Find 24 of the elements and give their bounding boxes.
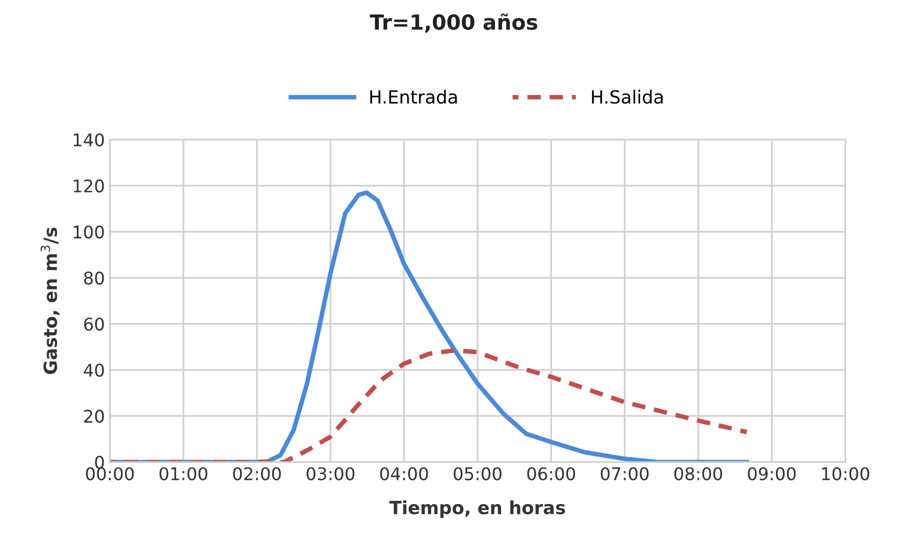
- x-tick-label: 03:00: [306, 467, 354, 480]
- x-tick-label: 08:00: [674, 467, 722, 480]
- y-tick-label: 100: [74, 225, 104, 239]
- x-tick-label: 00:00: [86, 467, 134, 480]
- x-tick-label: 05:00: [454, 467, 502, 480]
- chart-title: Tr=1,000 años: [370, 13, 538, 33]
- x-tick-label: 02:00: [233, 467, 281, 480]
- x-tick-label: 01:00: [160, 467, 208, 480]
- legend-label: H.Salida: [592, 90, 663, 104]
- x-tick-label: 10:00: [822, 467, 870, 480]
- y-tick-label: 80: [84, 272, 104, 285]
- x-axis-title: Tiempo, en horas: [389, 500, 566, 518]
- y-tick-label: 40: [84, 364, 104, 377]
- x-tick-label: 09:00: [748, 467, 796, 480]
- y-tick-label: 120: [74, 179, 104, 193]
- y-tick-label: 60: [84, 318, 104, 331]
- legend-label: H.Entrada: [370, 90, 457, 104]
- y-axis-title: Gasto, en m$^{3}$/s: [40, 228, 60, 374]
- x-tick-label: 07:00: [600, 467, 649, 480]
- x-tick-label: 04:00: [380, 467, 428, 480]
- y-tick-label: 140: [74, 133, 104, 146]
- y-tick-label: 20: [84, 410, 104, 423]
- line-series: [110, 348, 750, 462]
- x-tick-label: 06:00: [527, 467, 576, 480]
